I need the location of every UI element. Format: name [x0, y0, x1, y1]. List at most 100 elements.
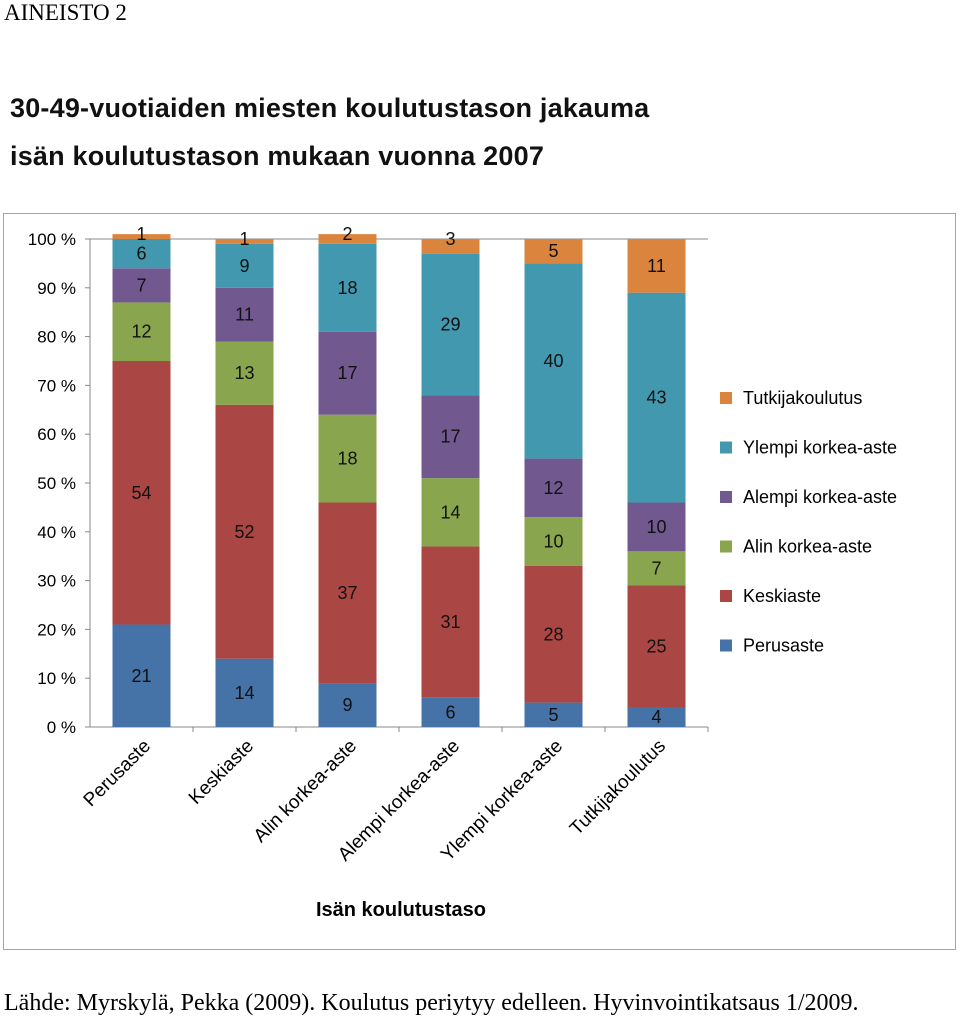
data-label: 28: [543, 624, 563, 644]
legend-label: Alempi korkea-aste: [743, 487, 897, 507]
y-tick-label: 0 %: [47, 718, 76, 737]
legend-label: Ylempi korkea-aste: [743, 438, 897, 458]
data-label: 9: [239, 256, 249, 276]
y-tick-label: 60 %: [37, 425, 76, 444]
bar-segment: [421, 697, 480, 727]
bar-segment: [421, 253, 480, 396]
bar-segment: [524, 517, 583, 566]
data-label: 31: [440, 612, 460, 632]
bar-segment: [318, 234, 377, 244]
bar-segment: [318, 331, 377, 415]
data-label: 18: [337, 449, 357, 469]
data-label: 11: [647, 256, 666, 276]
data-label: 9: [342, 695, 352, 715]
bar-segment: [524, 263, 583, 459]
bar-segment: [627, 292, 686, 503]
source-citation: Lähde: Myrskylä, Pekka (2009). Koulutus …: [4, 990, 859, 1016]
bar-segment: [318, 414, 377, 503]
data-label: 52: [234, 522, 254, 542]
bar-segment: [112, 234, 171, 239]
y-tick-label: 10 %: [37, 669, 76, 688]
legend-swatch: [720, 491, 732, 503]
y-tick-label: 70 %: [37, 376, 76, 395]
bar-segment: [627, 502, 686, 552]
legend-swatch: [720, 392, 732, 404]
y-tick-label: 40 %: [37, 523, 76, 542]
data-label: 10: [646, 517, 666, 537]
data-label: 54: [131, 483, 151, 503]
bar-segment: [421, 546, 480, 698]
data-label: 5: [548, 241, 558, 261]
data-label: 14: [440, 502, 460, 522]
data-label: 21: [131, 666, 151, 686]
stacked-bar-chart: 0 % 10 % 20 % 30 % 40 % 50 % 60 % 70 % 80 % 90 % 1…: [28, 224, 897, 921]
bar-segment: [524, 458, 583, 518]
data-label: 6: [136, 244, 146, 264]
chart-title-line2: isän koulutustason mukaan vuonna 2007: [10, 141, 545, 171]
bar-segment: [112, 624, 171, 727]
data-label: 40: [543, 351, 563, 371]
data-label: 12: [131, 322, 151, 342]
bar-segment: [112, 302, 171, 361]
bar-segment: [112, 239, 171, 269]
data-label: 1: [136, 224, 146, 244]
x-category-label: Perusaste: [80, 736, 155, 811]
y-tick-label: 30 %: [37, 572, 76, 591]
y-tick-label: 80 %: [37, 328, 76, 347]
data-label: 14: [234, 683, 254, 703]
bar-segment: [627, 585, 686, 708]
bar-segment: [627, 239, 686, 293]
legend-label: Alin korkea-aste: [743, 537, 872, 557]
data-label: 4: [651, 707, 661, 727]
y-tick-label: 50 %: [37, 474, 76, 493]
bar-segment: [215, 341, 274, 405]
data-label: 25: [646, 636, 666, 656]
bar-segment: [524, 565, 583, 703]
bar-segment: [215, 239, 274, 244]
data-label: 7: [136, 275, 146, 295]
data-label: 6: [445, 702, 455, 722]
legend-label: Keskiaste: [743, 586, 821, 606]
page-heading: AINEISTO 2: [4, 0, 127, 25]
data-label: 18: [337, 278, 357, 298]
data-label: 10: [543, 532, 563, 552]
bar-segment: [318, 683, 377, 727]
y-tick-label: 90 %: [37, 279, 76, 298]
data-label: 3: [445, 229, 455, 249]
legend-label: Tutkijakoulutus: [743, 388, 862, 408]
bar-segment: [112, 361, 171, 625]
bar-segment: [627, 707, 686, 727]
bar-segment: [421, 478, 480, 547]
chart-title-line1: 30-49-vuotiaiden miesten koulutustason j…: [10, 93, 650, 123]
y-tick-label: 20 %: [37, 620, 76, 639]
data-label: 1: [239, 229, 249, 249]
bar-segment: [215, 658, 274, 727]
data-label: 17: [337, 363, 357, 383]
data-label: 5: [548, 705, 558, 725]
y-tick-label: 100 %: [28, 230, 76, 249]
bar-segment: [318, 502, 377, 684]
legend-label: Perusaste: [743, 636, 824, 656]
bar-segment: [318, 243, 377, 332]
data-label: 2: [342, 224, 352, 244]
chart-frame: 0 % 10 % 20 % 30 % 40 % 50 % 60 % 70 % 80 % 90 % 1…: [3, 213, 956, 950]
legend-swatch: [720, 441, 732, 454]
bar-segment: [524, 702, 583, 727]
data-label: 29: [440, 314, 460, 334]
data-label: 37: [337, 583, 357, 603]
legend-swatch: [720, 639, 732, 652]
data-label: 11: [235, 305, 254, 325]
bar-segment: [421, 395, 480, 479]
x-category-label: Tutkijakoulutus: [566, 736, 670, 840]
bar-segment: [524, 239, 583, 264]
bar-segment: [627, 551, 686, 586]
bar-segment: [112, 268, 171, 303]
x-category-label: Alin korkea-aste: [250, 736, 361, 847]
x-category-label: Keskiaste: [185, 736, 258, 809]
x-axis-title: Isän koulutustaso: [316, 899, 486, 921]
data-label: 13: [234, 363, 254, 383]
legend-swatch: [720, 590, 732, 602]
bar-segment: [215, 243, 274, 288]
bar-segment: [215, 404, 274, 659]
data-label: 7: [651, 558, 661, 578]
